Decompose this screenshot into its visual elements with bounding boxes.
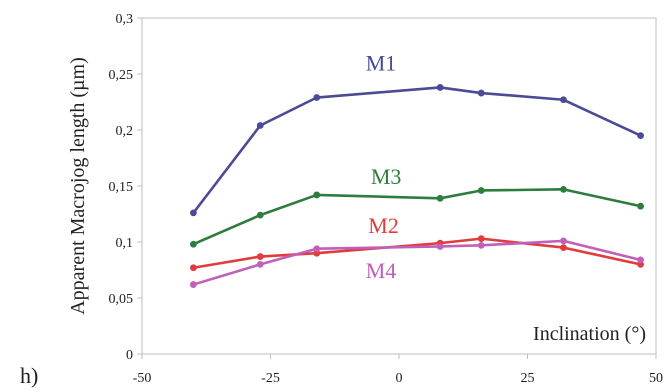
data-point-m1: [256, 122, 264, 129]
series-label-m1: M1: [366, 51, 397, 76]
data-point-m1: [477, 89, 485, 97]
series-label-m4: M4: [366, 258, 397, 283]
y-tick-label: 0,15: [109, 180, 134, 195]
x-tick-label: 50: [649, 371, 663, 386]
data-point-m2: [256, 253, 264, 260]
data-point-m4: [256, 261, 264, 268]
data-point-m2: [477, 235, 485, 243]
panel-label: h): [20, 363, 38, 388]
data-point-m4: [560, 237, 567, 245]
data-point-m3: [477, 187, 485, 194]
x-tick-label: -25: [261, 371, 280, 386]
x-ticks: -50 -25 0 25 50: [133, 354, 663, 386]
data-point-m4: [436, 243, 444, 250]
y-ticks: 0 0,05 0,1 0,15 0,2 0,25 0,3: [109, 12, 142, 363]
data-point-m3: [190, 240, 197, 248]
data-point-m1: [190, 209, 197, 217]
x-axis-title: Inclination (°): [533, 323, 646, 345]
data-point-m3: [436, 194, 444, 202]
series-points: [190, 84, 644, 288]
series-label-m3: M3: [371, 164, 402, 189]
y-tick-label: 0,1: [116, 236, 134, 251]
data-point-m4: [190, 281, 197, 288]
x-tick-label: -50: [133, 371, 152, 386]
data-point-m2: [190, 264, 197, 272]
data-point-m4: [313, 245, 321, 253]
data-point-m1: [560, 96, 567, 104]
data-point-m4: [637, 256, 644, 264]
y-axis-title-group: Apparent Macrojog length (µm): [67, 57, 89, 315]
data-point-m2: [560, 244, 567, 252]
data-point-m4: [477, 241, 485, 249]
data-point-m3: [637, 202, 644, 210]
data-point-m1: [436, 84, 444, 91]
data-point-m1: [637, 132, 644, 140]
series-label-m2: M2: [368, 213, 399, 238]
y-tick-label: 0,3: [116, 12, 134, 27]
series-labels: M1 M3 M2 M4: [366, 51, 402, 283]
data-point-m3: [313, 191, 321, 199]
y-tick-label: 0,25: [109, 68, 134, 83]
data-point-m3: [256, 211, 264, 219]
x-tick-label: 25: [521, 371, 535, 386]
x-tick-label: 0: [396, 371, 403, 386]
data-point-m3: [560, 185, 567, 193]
y-tick-label: 0,2: [116, 124, 134, 139]
data-point-m1: [313, 94, 321, 101]
y-tick-label: 0,05: [109, 292, 134, 307]
y-axis-title: Apparent Macrojog length (µm): [67, 57, 89, 315]
y-tick-label: 0: [126, 348, 133, 363]
